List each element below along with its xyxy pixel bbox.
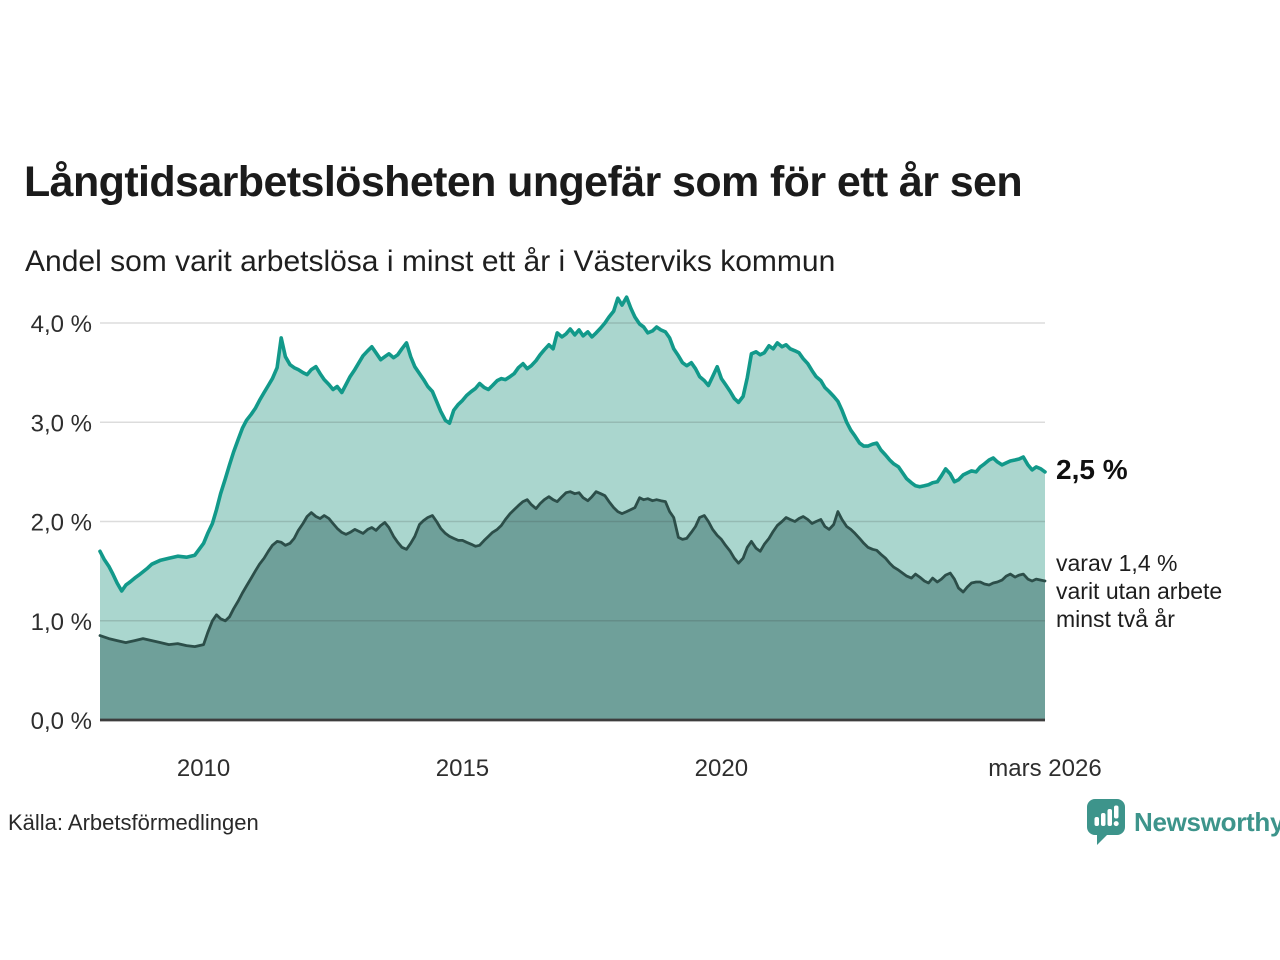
- x-tick-label: 2010: [177, 755, 230, 782]
- annotation-latest-detail: varav 1,4 % varit utan arbete minst två …: [1056, 550, 1223, 632]
- chart-subtitle: Andel som varit arbetslösa i minst ett å…: [25, 245, 836, 278]
- y-tick-label: 2,0 %: [31, 510, 92, 537]
- line-series-0: [98, 295, 1047, 593]
- y-tick-label: 4,0 %: [31, 311, 92, 338]
- newsworthy-logo-icon: [1087, 799, 1125, 845]
- line-series-1: [98, 490, 1047, 648]
- annotation-latest-total: 2,5 %: [1056, 454, 1128, 485]
- y-tick-label: 1,0 %: [31, 609, 92, 636]
- area-fill-series-1: [100, 491, 1045, 720]
- x-tick-label: 2020: [695, 755, 748, 782]
- bar-chart-glyph: [1094, 805, 1119, 827]
- source-caption: Källa: Arbetsförmedlingen: [8, 810, 259, 835]
- y-tick-label: 3,0 %: [31, 410, 92, 437]
- y-tick-label: 0,0 %: [31, 708, 92, 735]
- newsworthy-wordmark: Newsworthy: [1134, 806, 1280, 837]
- newsworthy-logo: Newsworthy: [1086, 798, 1280, 846]
- chart-title: Långtidsarbetslösheten ungefär som för e…: [24, 157, 1023, 206]
- x-tick-label: 2015: [436, 755, 489, 782]
- x-tick-label: mars 2026: [988, 755, 1101, 782]
